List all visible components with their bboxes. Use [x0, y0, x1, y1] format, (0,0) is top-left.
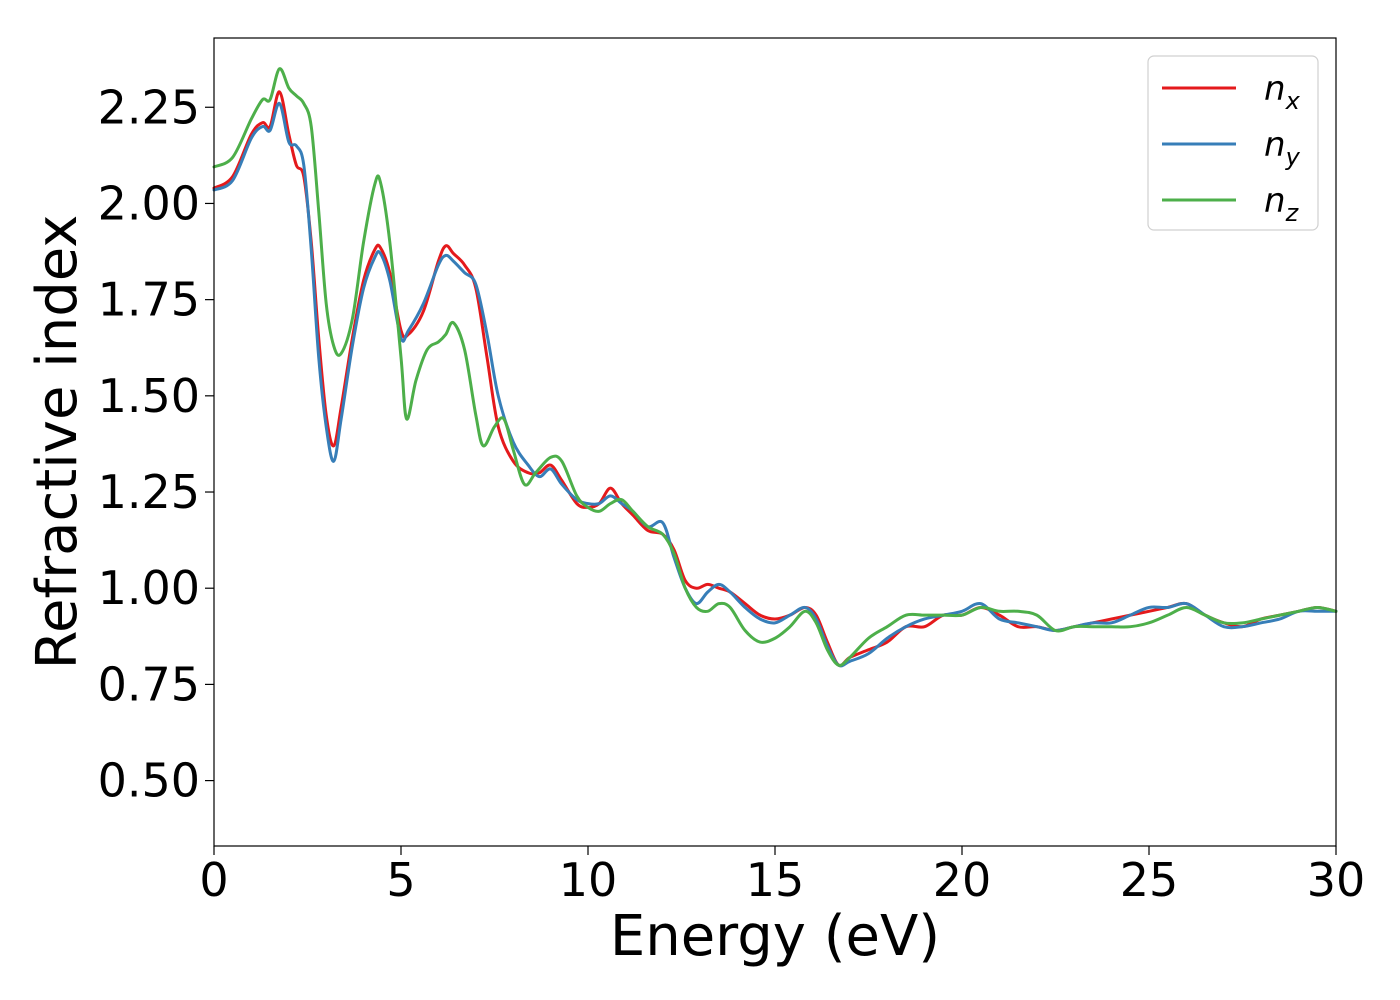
y-tick-label: 1.00: [98, 561, 200, 615]
x-tick-label: 25: [1120, 853, 1179, 907]
y-tick-label: 2.25: [98, 80, 200, 134]
ticks-layer: 0 5 10 15 20 25 30 0.50 0.75 1.00 1.25 1.50 1.75 2.00…: [98, 80, 1366, 907]
x-tick-label: 0: [199, 853, 228, 907]
series-layer: [212, 67, 1338, 668]
y-tick-label: 0.50: [98, 754, 200, 808]
x-axis-title: Energy (eV): [610, 904, 940, 969]
x-tick-label: 10: [559, 853, 618, 907]
y-tick-label: 0.75: [98, 657, 200, 711]
x-tick-label: 15: [746, 853, 805, 907]
y-tick-label: 1.50: [98, 369, 200, 423]
y-tick-label: 1.75: [98, 273, 200, 327]
x-tick-label: 5: [386, 853, 415, 907]
legend: nx ny nz: [1147, 55, 1319, 231]
y-axis-title: Refractive index: [25, 215, 90, 670]
x-tick-label: 20: [933, 853, 992, 907]
series-line-nz: [212, 67, 1338, 667]
y-tick-label: 1.25: [98, 465, 200, 519]
legend-label-nz: nz: [1264, 181, 1300, 227]
x-tick-label: 30: [1307, 853, 1366, 907]
legend-label-ny: ny: [1264, 125, 1301, 171]
legend-label-nx: nx: [1264, 69, 1301, 115]
y-tick-label: 2.00: [98, 176, 200, 230]
